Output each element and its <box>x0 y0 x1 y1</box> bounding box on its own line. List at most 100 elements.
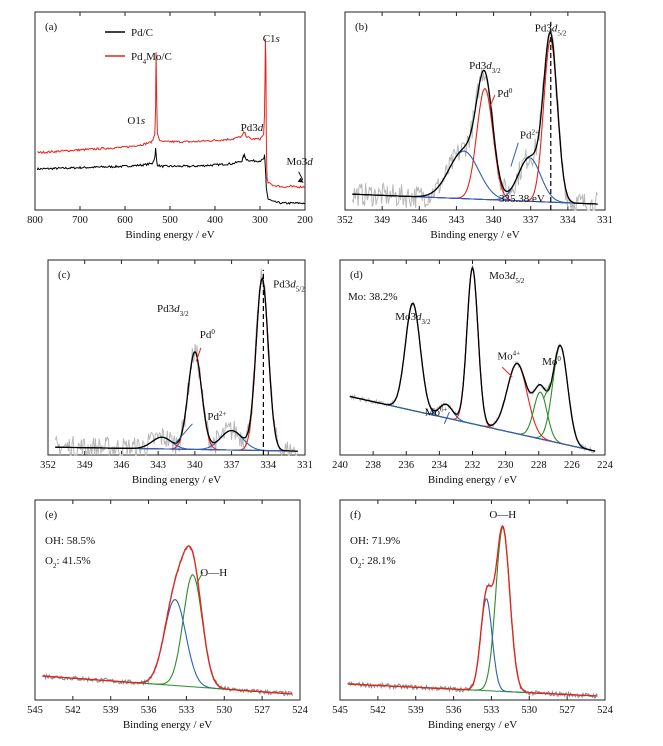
x-axis-label: Binding energy / eV <box>125 229 214 241</box>
chart-panel-4: 240 238 236 234 232 230 228 226 224 Binding energ… <box>332 259 614 486</box>
component-O2 <box>347 598 598 697</box>
x-tick-label: 224 <box>597 460 614 471</box>
x-tick-label: 800 <box>27 215 43 226</box>
chart-panel-3: 352 349 346 343 340 337 334 331 Binding energy /… <box>40 259 313 486</box>
label-leader <box>196 571 204 585</box>
x-tick-label: 600 <box>117 215 133 226</box>
peak-label: Mo4+ <box>497 349 520 362</box>
x-tick-label: 349 <box>77 460 93 471</box>
chart-panel-5: 545 542 539 536 533 530 527 524 Binding energy /… <box>27 499 309 731</box>
x-tick-label: 542 <box>370 705 386 716</box>
component-O—H <box>347 527 598 697</box>
peak-label: Pd3d5/2 <box>535 23 567 38</box>
peak-annotation: Mo3d <box>286 156 313 168</box>
fit-envelope <box>349 266 596 452</box>
panel-label: (e) <box>45 509 58 521</box>
label-leader <box>501 366 513 378</box>
x-axis-label: Binding energy / eV <box>430 229 519 241</box>
x-axis-label: Binding energy / eV <box>123 719 212 731</box>
x-tick-label: 334 <box>560 215 577 226</box>
label-leader <box>543 382 551 399</box>
x-tick-label: 500 <box>162 215 178 226</box>
x-tick-label: 352 <box>337 215 353 226</box>
label-leader <box>174 423 193 444</box>
x-tick-label: 346 <box>411 215 427 226</box>
plot-frame <box>47 259 306 456</box>
composition-label: O2: 41.5% <box>45 555 91 570</box>
x-axis-label: Binding energy / eV <box>132 474 221 486</box>
plot-frame <box>34 499 301 701</box>
x-tick-label: 352 <box>40 460 56 471</box>
peak-label: Pd3d3/2 <box>469 60 501 75</box>
x-tick-label: 240 <box>332 460 348 471</box>
raw-spectrum <box>42 545 293 697</box>
x-tick-label: 228 <box>531 460 547 471</box>
x-tick-label: 331 <box>297 460 313 471</box>
peak-label: Pd0 <box>200 328 216 341</box>
composition-label: OH: 58.5% <box>45 535 95 547</box>
x-tick-label: 337 <box>523 215 539 226</box>
x-tick-label: 337 <box>224 460 240 471</box>
x-tick-label: 533 <box>179 705 195 716</box>
x-tick-label: 232 <box>465 460 481 471</box>
raw-spectrum <box>351 25 599 211</box>
peak-annotation: C1s <box>263 33 280 45</box>
legend-label: Pd4Mo/C <box>131 51 172 66</box>
peak-label: Mo6+ <box>425 406 448 419</box>
series-line-Pd4Mo/C <box>37 38 306 189</box>
x-tick-label: 545 <box>332 705 348 716</box>
x-tick-label: 343 <box>449 215 465 226</box>
plot-frame <box>344 11 606 211</box>
x-tick-label: 331 <box>597 215 613 226</box>
peak-label: Pd2+ <box>520 129 539 142</box>
x-tick-label: 539 <box>103 705 119 716</box>
peak-label: Mo3d3/2 <box>395 311 431 326</box>
label-leader <box>443 411 450 424</box>
x-tick-label: 230 <box>498 460 514 471</box>
component-Mo6+ <box>349 302 596 452</box>
x-tick-label: 226 <box>564 460 580 471</box>
label-leader <box>489 94 496 108</box>
x-tick-label: 527 <box>254 705 270 716</box>
x-tick-label: 234 <box>432 460 449 471</box>
x-tick-label: 536 <box>446 705 462 716</box>
x-tick-label: 536 <box>141 705 157 716</box>
panel-label: (c) <box>58 269 71 281</box>
x-tick-label: 200 <box>297 215 313 226</box>
x-tick-label: 545 <box>27 705 43 716</box>
x-axis-label: Binding energy / eV <box>428 474 517 486</box>
x-tick-label: 400 <box>207 215 223 226</box>
chart-panel-1: 800 700 600 500 400 300 200 Binding energy / eV… <box>27 11 313 241</box>
series-line-Pd/C <box>36 147 306 205</box>
x-tick-label: 346 <box>114 460 130 471</box>
x-tick-label: 343 <box>150 460 166 471</box>
panel-label: (f) <box>350 509 361 521</box>
peak-label: O—H <box>200 567 227 579</box>
x-tick-label: 300 <box>252 215 268 226</box>
peak-label: Mo3d5/2 <box>489 270 525 285</box>
x-tick-label: 533 <box>484 705 500 716</box>
annotation-arrow <box>298 171 304 181</box>
raw-spectrum <box>347 525 598 699</box>
peak-label: Pd3d5/2 <box>273 279 305 294</box>
x-tick-label: 238 <box>365 460 381 471</box>
peak-label: Mo0 <box>542 355 561 368</box>
plot-frame <box>339 259 606 456</box>
panel-label: (a) <box>45 21 58 33</box>
baseline <box>349 396 596 452</box>
panel-label: (d) <box>350 269 363 281</box>
chart-panel-2: 352 349 346 343 340 337 334 331 Binding energy /… <box>337 11 613 241</box>
x-tick-label: 542 <box>65 705 81 716</box>
x-axis-label: Binding energy / eV <box>428 719 517 731</box>
chart-panel-6: 545 542 539 536 533 530 527 524 Binding energy /… <box>332 499 614 731</box>
peak-label: O—H <box>489 509 516 521</box>
peak-label: Pd2+ <box>207 410 226 423</box>
composition-label: OH: 71.9% <box>350 535 400 547</box>
x-tick-label: 539 <box>408 705 424 716</box>
peak-label: Pd0 <box>497 87 513 100</box>
x-tick-label: 530 <box>216 705 232 716</box>
x-tick-label: 236 <box>398 460 414 471</box>
fit-envelope <box>42 545 293 695</box>
label-leader <box>195 347 202 362</box>
